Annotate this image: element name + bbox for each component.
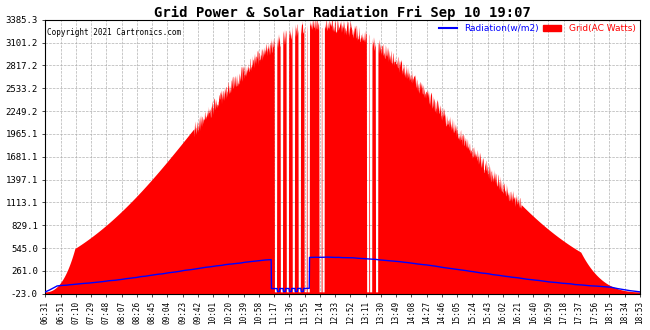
Text: Copyright 2021 Cartronics.com: Copyright 2021 Cartronics.com — [47, 28, 181, 37]
Legend: Radiation(w/m2), Grid(AC Watts): Radiation(w/m2), Grid(AC Watts) — [439, 24, 636, 33]
Title: Grid Power & Solar Radiation Fri Sep 10 19:07: Grid Power & Solar Radiation Fri Sep 10 … — [154, 6, 531, 20]
